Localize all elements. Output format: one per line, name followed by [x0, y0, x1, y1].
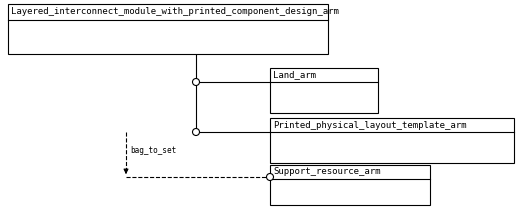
Bar [8, 4, 328, 54]
Bar [270, 165, 430, 205]
Text: Printed_physical_layout_template_arm: Printed_physical_layout_template_arm [273, 120, 466, 130]
Text: Layered_interconnect_module_with_printed_component_design_arm: Layered_interconnect_module_with_printed… [11, 8, 339, 16]
Text: bag_to_set: bag_to_set [130, 146, 176, 155]
Circle shape [267, 173, 274, 180]
Bar [270, 68, 378, 113]
Circle shape [192, 78, 200, 85]
Text: Land_arm: Land_arm [273, 70, 316, 80]
Bar [270, 118, 514, 163]
Circle shape [192, 128, 200, 135]
Text: Support_resource_arm: Support_resource_arm [273, 168, 380, 176]
